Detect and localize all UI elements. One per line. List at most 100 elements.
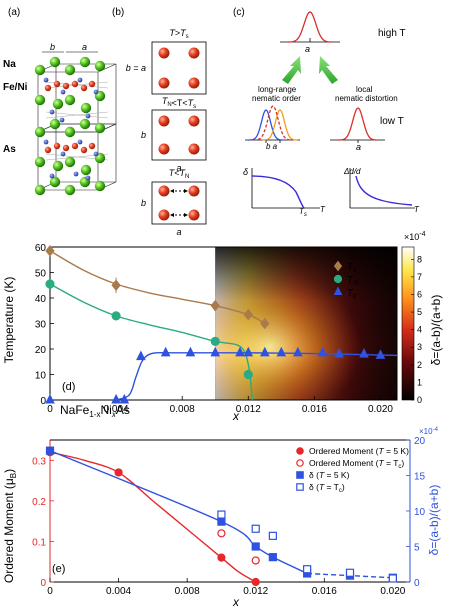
as-atom <box>59 117 65 123</box>
lattice-atom <box>188 115 200 127</box>
na-atom <box>49 56 61 68</box>
arrow-right <box>319 56 338 84</box>
title-sub2: s <box>193 104 196 110</box>
e-marker-0 <box>217 553 226 562</box>
e-xtick-label: 0.008 <box>175 586 200 597</box>
panel-e: 0 0.004 0.008 0.012 0.016 0.020 0 0.1 0.2 0.3 0 5 10… <box>2 427 441 609</box>
na-atom <box>80 102 92 114</box>
atom-label-na: Na <box>3 59 16 70</box>
d-marker-2 <box>210 346 221 357</box>
lattice-atom <box>188 77 200 89</box>
legend-text: Ordered Moment ( <box>309 458 379 468</box>
legend-tail: = T <box>324 482 339 492</box>
as-atom <box>85 113 91 119</box>
crystal-structure <box>34 56 117 196</box>
e-marker-3 <box>303 565 312 574</box>
low-left-dashed <box>252 105 294 141</box>
na-atom <box>64 126 76 138</box>
heatmap-shade <box>215 247 397 400</box>
e-curve-1 <box>49 450 308 575</box>
compound-sub2: x <box>111 410 117 419</box>
na-atom <box>34 126 46 138</box>
lattice-atom <box>188 143 200 155</box>
panel-a-label: (a) <box>8 7 20 18</box>
d-ylabel: Temperature (K) <box>2 277 16 364</box>
na-atom <box>34 64 46 76</box>
title-var: T <box>169 168 176 178</box>
fe-ni-atom <box>71 142 79 150</box>
fe-ni-atom <box>53 80 61 88</box>
e-xlabel: x <box>232 595 240 609</box>
colorbar-label: δ=(a-b)/(a+b) <box>429 295 443 366</box>
lattice-side-label: b <box>141 130 146 140</box>
colorbar-tick-label: 3 <box>417 342 422 352</box>
e-ylabel: Ordered Moment (μB) <box>2 469 18 583</box>
as-atom <box>73 171 79 177</box>
d-marker-0 <box>45 245 55 257</box>
title-op: < <box>174 168 179 178</box>
legend-tail: = 5 K) <box>324 470 349 480</box>
e-legend-label: δ (T = 5 K) <box>309 470 350 480</box>
fe-ni-atom <box>62 144 70 152</box>
d-ytick-label: 30 <box>35 320 47 331</box>
low-left-a <box>262 109 298 141</box>
e-marker-2 <box>45 446 55 455</box>
fe-ni-atom <box>80 84 88 92</box>
e-marker-3 <box>388 574 397 583</box>
lattice-label-b: b <box>50 42 55 52</box>
as-atom <box>43 77 49 83</box>
arrow-left <box>282 56 301 84</box>
colorbar-tick-label: 7 <box>417 272 422 282</box>
e-legend-marker <box>296 459 304 467</box>
na-atom <box>64 184 76 196</box>
na-atom <box>49 176 61 188</box>
panel-c-label: (c) <box>233 7 245 18</box>
compound-end: As <box>116 403 130 417</box>
d-marker-3 <box>45 393 55 404</box>
legend-text: Ordered Moment ( <box>309 446 379 456</box>
colorbar-multiplier: ×10-4 <box>404 231 426 242</box>
d-xtick-label: 0.020 <box>368 404 393 415</box>
d-marker-2 <box>243 346 254 357</box>
d-xlabel: x <box>232 409 240 423</box>
title-op: > <box>175 28 180 38</box>
colorbar-tick-label: 6 <box>417 289 422 299</box>
high-gaussian <box>287 11 333 43</box>
lattice-title: TN<T<Ts <box>162 96 196 110</box>
lattice-side-label: b = a <box>126 63 146 73</box>
panel-d: 0 0.004 0.008 0.012 0.016 0.0200102030405060T… <box>2 231 443 423</box>
e-legend-marker <box>296 471 304 479</box>
legend-var: T <box>347 262 354 273</box>
d-xtick-label: 0.016 <box>302 404 327 415</box>
d-xtick-label: 0 <box>47 404 53 415</box>
spin-arrowhead <box>184 189 188 193</box>
low-t-text: low T <box>380 116 404 127</box>
legend-tail: = T <box>384 458 399 468</box>
colorbar-exp: -4 <box>419 231 425 238</box>
d-marker-0 <box>210 299 220 312</box>
legend-tail: = 5 K) <box>384 446 409 456</box>
d-marker-2 <box>185 346 196 357</box>
colorbar-tick-label: 4 <box>417 325 422 335</box>
e-legend-label: Ordered Moment (T = Tc) <box>309 458 404 470</box>
fe-ni-atom <box>88 142 96 150</box>
inset1-y-label: δ <box>243 167 249 177</box>
lattice-title: T<TN <box>169 168 190 180</box>
colorbar-tick-label: 8 <box>417 254 422 264</box>
colorbar-tick-label: 0 <box>417 395 422 405</box>
legend-sub: c <box>339 488 342 494</box>
panel-b-label: (b) <box>112 7 124 18</box>
colorbar-times: ×10 <box>404 232 419 242</box>
d-xtick-label: 0.008 <box>170 404 195 415</box>
d-ytick-label: 60 <box>35 243 47 254</box>
d-marker-2 <box>136 350 146 361</box>
d-ytick-label: 10 <box>35 371 47 382</box>
na-atom <box>64 156 76 168</box>
d-marker-1 <box>111 311 121 321</box>
e-marker-1 <box>251 556 260 565</box>
as-atom <box>43 139 49 145</box>
d-marker-2 <box>235 346 245 357</box>
e-ytick-label: 0.2 <box>32 497 46 508</box>
d-marker-2 <box>375 349 386 359</box>
legend-sub: c <box>353 293 357 300</box>
